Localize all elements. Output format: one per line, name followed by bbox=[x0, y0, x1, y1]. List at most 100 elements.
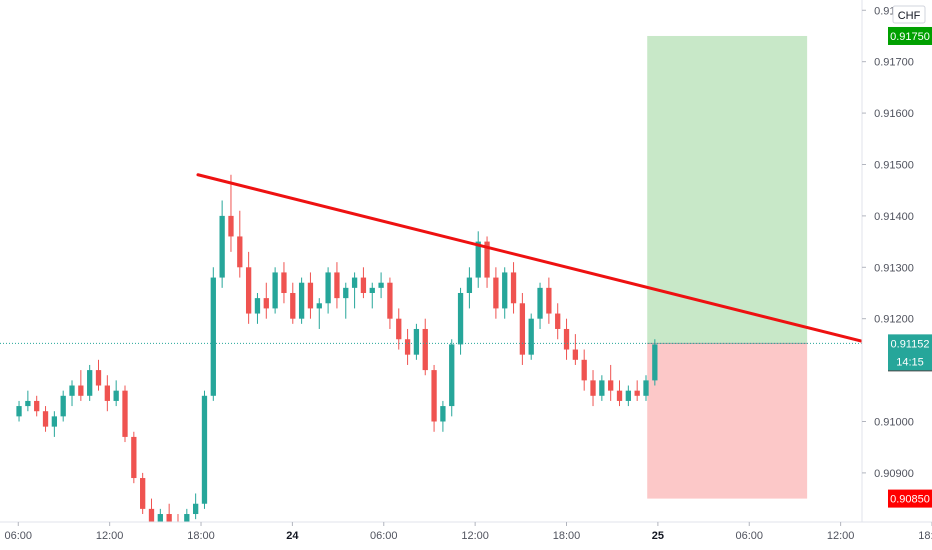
candle-body bbox=[51, 416, 58, 427]
candle-body bbox=[572, 349, 579, 360]
currency-badge bbox=[892, 5, 926, 24]
y-tick-label: 0.91400 bbox=[874, 211, 914, 223]
x-tick-label: 12:00 bbox=[96, 530, 124, 542]
currency-text: CHF bbox=[898, 10, 921, 22]
candle-body bbox=[60, 395, 66, 417]
countdown-text: 14:15 bbox=[896, 356, 924, 368]
candle-body bbox=[78, 385, 84, 396]
price-tag-text: 0.91750 bbox=[890, 31, 930, 43]
x-tick-label: 06:00 bbox=[735, 530, 763, 542]
price-axis[interactable] bbox=[862, 0, 932, 522]
candle-body bbox=[652, 344, 658, 381]
x-tick-label: 18:00 bbox=[187, 530, 215, 542]
candle-body bbox=[404, 339, 411, 355]
candle-body bbox=[616, 390, 623, 401]
x-tick-label: 18:00 bbox=[918, 530, 932, 542]
candle-body bbox=[625, 390, 631, 401]
candle-body bbox=[245, 267, 252, 314]
candle-body bbox=[581, 359, 587, 381]
candle-body bbox=[281, 272, 287, 293]
candle-body bbox=[334, 272, 340, 299]
candle-body bbox=[237, 236, 243, 268]
x-tick-label: 12:00 bbox=[827, 530, 855, 542]
y-tick-label: 0.91000 bbox=[874, 416, 914, 428]
price-tag-box bbox=[888, 26, 932, 45]
x-tick-label: 06:00 bbox=[370, 530, 398, 542]
price-tag-text: 0.90850 bbox=[890, 494, 930, 506]
candle-body bbox=[537, 287, 543, 319]
candle-body bbox=[519, 303, 526, 355]
candle-body bbox=[555, 313, 561, 329]
candle-body bbox=[431, 370, 437, 422]
candle-body bbox=[396, 318, 402, 340]
x-tick-label: 18:00 bbox=[553, 530, 581, 542]
candle-body bbox=[422, 328, 428, 371]
candle-body bbox=[254, 298, 261, 314]
candle-body bbox=[466, 277, 473, 293]
candle-body bbox=[387, 282, 393, 319]
time-axis[interactable] bbox=[0, 522, 932, 550]
candle-body bbox=[484, 241, 490, 278]
price-tag-box bbox=[888, 489, 932, 508]
candle-body bbox=[493, 277, 499, 309]
candle-body bbox=[210, 277, 216, 396]
y-tick-label: 0.91300 bbox=[874, 262, 914, 274]
candle-body bbox=[316, 303, 322, 309]
candle-body bbox=[148, 508, 155, 525]
candle-body bbox=[192, 503, 199, 515]
candle-body bbox=[131, 436, 137, 479]
candle-body bbox=[16, 406, 22, 417]
x-axis-ticks: 06:00 12:00 18:00 24 06:00 12:00 18:00 25 06:00 1… bbox=[5, 522, 932, 542]
candle-body bbox=[42, 411, 49, 427]
candle-body bbox=[34, 400, 40, 412]
candle-body bbox=[440, 406, 446, 422]
y-tick-label: 0.90900 bbox=[874, 468, 914, 480]
candle-body bbox=[528, 318, 534, 355]
candle-body bbox=[104, 385, 110, 401]
candle-body bbox=[307, 282, 314, 309]
candle-body bbox=[298, 282, 305, 319]
candle-body bbox=[608, 380, 614, 391]
x-tick-label: 06:00 bbox=[5, 530, 33, 542]
candle-body bbox=[290, 292, 296, 319]
x-tick-label: 25 bbox=[652, 530, 664, 542]
candle-body bbox=[546, 287, 552, 314]
profit-zone bbox=[647, 35, 808, 344]
candle-body bbox=[95, 370, 102, 386]
candle-body bbox=[343, 287, 349, 299]
candle-body bbox=[325, 272, 331, 304]
y-tick-label: 0.91200 bbox=[874, 314, 914, 326]
x-tick-label: 24 bbox=[286, 530, 299, 542]
candle-body bbox=[87, 370, 93, 396]
candle-body bbox=[140, 478, 146, 509]
candle-body bbox=[272, 272, 278, 309]
trendline[interactable] bbox=[196, 173, 887, 349]
candle-body bbox=[25, 400, 31, 407]
candle-body bbox=[475, 241, 481, 278]
candle-body bbox=[360, 277, 367, 293]
candle-body bbox=[449, 344, 455, 407]
currency-label[interactable]: CHF bbox=[892, 5, 926, 24]
candle-body bbox=[643, 380, 649, 396]
candle-body bbox=[351, 277, 358, 288]
candle-body bbox=[219, 215, 225, 278]
last-price-text: 0.91152 bbox=[891, 338, 930, 350]
candle-body bbox=[599, 380, 605, 396]
long-position-tool[interactable] bbox=[647, 35, 808, 499]
y-tick-label: 0.91700 bbox=[874, 57, 914, 69]
candle-body bbox=[510, 272, 517, 304]
candles bbox=[16, 174, 658, 540]
candle-body bbox=[122, 390, 128, 437]
candle-body bbox=[634, 390, 640, 396]
candle-body bbox=[563, 328, 570, 350]
resistance-trendline bbox=[196, 173, 887, 349]
candle-body bbox=[590, 380, 596, 396]
candle-body bbox=[69, 385, 75, 396]
candle-body bbox=[502, 272, 508, 309]
candle-body bbox=[263, 298, 269, 309]
candle-body bbox=[413, 328, 420, 355]
candle-body bbox=[166, 514, 172, 525]
candle-body bbox=[457, 292, 464, 345]
candle-body bbox=[157, 514, 163, 525]
